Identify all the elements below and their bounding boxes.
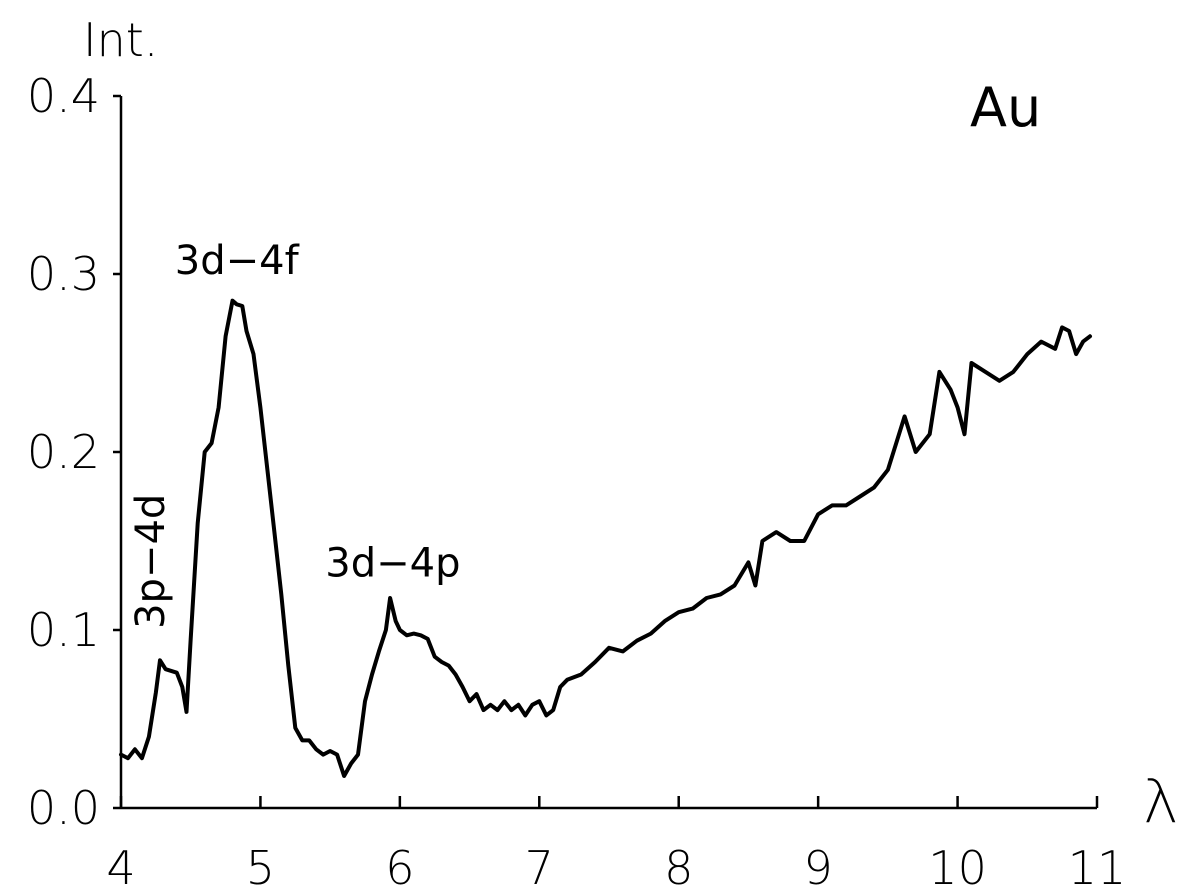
x-tick-label: 8 bbox=[664, 841, 693, 892]
peak-annotation: 3p−4d bbox=[128, 494, 174, 629]
x-tick-label: 10 bbox=[928, 841, 987, 892]
y-axis-label: Int. bbox=[83, 13, 158, 67]
peak-annotation: 3d−4f bbox=[175, 238, 300, 284]
x-tick-label: 4 bbox=[106, 841, 135, 892]
y-tick-label: 0.1 bbox=[27, 603, 100, 657]
chart-ticks bbox=[113, 94, 1099, 810]
y-tick-label: 0.0 bbox=[27, 781, 100, 835]
chart-annotations: 3d−4f 3d−4p 3p−4d bbox=[128, 238, 460, 629]
y-tick-label: 0.4 bbox=[27, 69, 100, 123]
peak-annotation: 3d−4p bbox=[325, 540, 460, 586]
chart-tick-labels: 4 5 6 7 8 9 10 11 0.0 0.1 0.2 0.3 0.4 bbox=[27, 69, 1126, 892]
y-tick-label: 0.2 bbox=[27, 425, 100, 479]
x-tick-label: 11 bbox=[1068, 841, 1127, 892]
y-tick-label: 0.3 bbox=[27, 247, 100, 301]
x-tick-label: 7 bbox=[525, 841, 554, 892]
x-tick-label: 5 bbox=[246, 841, 275, 892]
chart-series bbox=[119, 298, 1092, 778]
x-axis-label: λ bbox=[1143, 767, 1179, 837]
x-tick-label: 6 bbox=[385, 841, 414, 892]
x-tick-label: 9 bbox=[804, 841, 833, 892]
element-label: Au bbox=[970, 76, 1041, 139]
spectrum-line bbox=[119, 298, 1092, 778]
